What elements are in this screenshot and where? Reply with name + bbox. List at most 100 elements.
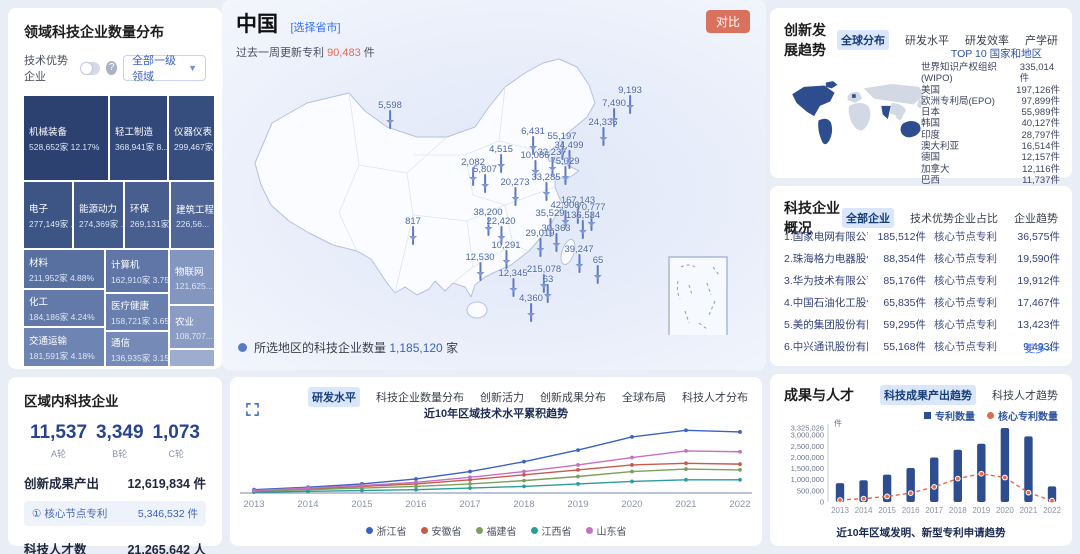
map-marker[interactable]: 4,360 (519, 293, 543, 322)
map-marker[interactable]: 12,530 (465, 252, 495, 281)
tab-global-0[interactable]: 全球分布 (837, 30, 889, 50)
top10-row: 欧洲专利局(EPO) 97,899件 (921, 96, 1060, 107)
map-marker[interactable]: 6,431 (521, 126, 545, 155)
tile-info: 277,149家 ... (29, 218, 72, 229)
tab-companies-2[interactable]: 企业趋势 (1014, 213, 1058, 225)
map-marker[interactable]: 39,247 (564, 244, 594, 273)
china-map[interactable]: 5,598 9,193 7,490 24,336 6,431 55,197 34,499 33… (237, 45, 762, 335)
tab-companies-1[interactable]: 技术优势企业占比 (910, 213, 998, 225)
svg-text:500,000: 500,000 (797, 486, 824, 495)
location-pin-icon (479, 262, 481, 281)
legend-item-山东省[interactable]: 山东省 (585, 523, 627, 538)
map-marker[interactable]: 75,029 (550, 156, 580, 185)
marker-value: 55,197 (547, 131, 577, 142)
marker-value: 33,237 (537, 147, 567, 158)
tab-global-2[interactable]: 研发效率 (965, 35, 1009, 47)
legend-item-核心专利数量[interactable]: 核心专利数量 (987, 408, 1058, 423)
tab-companies-0[interactable]: 全部企业 (842, 208, 894, 228)
legend-item-福建省[interactable]: 福建省 (475, 523, 517, 538)
treemap-tile-9[interactable]: 物联网 121,625... (170, 250, 214, 304)
map-marker[interactable]: 167,143 (561, 195, 595, 224)
map-marker[interactable]: 24,336 (588, 117, 618, 146)
legend-item-浙江省[interactable]: 浙江省 (365, 523, 407, 538)
treemap-tile-10[interactable]: 化工 184,186家 4.24% (24, 290, 104, 326)
fullscreen-icon[interactable] (246, 403, 259, 416)
tab-trend-1[interactable]: 科技企业数量分布 (376, 392, 464, 404)
map-marker[interactable]: 20,273 (500, 177, 530, 206)
map-marker[interactable]: 33,237 (537, 147, 567, 176)
map-marker[interactable]: 10,086 (520, 150, 550, 179)
tab-trend-0[interactable]: 研发水平 (308, 387, 360, 407)
map-marker[interactable]: 4,515 (489, 144, 513, 173)
treemap-tile-13[interactable]: 交通运输 181,591家 4.18% (24, 328, 104, 366)
more-link[interactable]: 更多>> (1024, 343, 1058, 355)
treemap-tile-4[interactable]: 能源动力 274,369家 ... (74, 182, 123, 248)
map-marker[interactable]: 22,420 (486, 216, 516, 245)
map-marker[interactable]: 65 (593, 255, 603, 284)
map-marker[interactable]: 55,197 (547, 131, 577, 160)
tab-global-1[interactable]: 研发水平 (905, 35, 949, 47)
country-name: 巴西 (921, 174, 941, 186)
map-marker[interactable]: 136,534 (566, 210, 600, 239)
map-marker[interactable]: 10,291 (491, 240, 521, 269)
treemap-tile-8[interactable]: 计算机 162,910家 3.75% (106, 250, 168, 292)
core-patent-value: 5,346,532 件 (137, 508, 198, 520)
map-marker[interactable]: 9,193 (618, 85, 642, 114)
treemap-tile-1[interactable]: 轻工制造 368,941家 8... (110, 96, 167, 180)
map-marker[interactable]: 817 (405, 216, 421, 245)
map-marker[interactable]: 29,019 (525, 228, 555, 257)
map-marker[interactable]: 215,078 (527, 264, 561, 293)
select-province-link[interactable]: [选择省市] (290, 22, 341, 34)
map-marker[interactable]: 30,363 (541, 223, 571, 252)
legend-item-专利数量[interactable]: 专利数量 (924, 408, 975, 423)
map-marker[interactable]: 34,499 (554, 140, 584, 169)
map-marker[interactable]: 7,490 (602, 98, 626, 127)
legend-item-江西省[interactable]: 江西省 (530, 523, 572, 538)
treemap-tile-12[interactable]: 农业 108,707... (170, 306, 214, 348)
company-row[interactable]: 3.华为技术有限公司 85,176件 核心节点专利 19,912件 (784, 270, 1060, 292)
map-marker[interactable]: 42,906 (550, 200, 580, 229)
map-marker[interactable]: 63 (543, 274, 553, 303)
treemap-tile-6[interactable]: 建筑工程 226,56... (171, 182, 214, 248)
funding-round-B轮: 3,349 B轮 (96, 422, 144, 460)
treemap-tile-empty[interactable] (170, 350, 214, 366)
treemap-tile-5[interactable]: 环保 269,131家 ... (125, 182, 169, 248)
advantage-toggle[interactable] (80, 61, 101, 75)
tab-global-3[interactable]: 产学研 (1025, 35, 1058, 47)
legend-item-安徽省[interactable]: 安徽省 (420, 523, 462, 538)
map-marker[interactable]: 2,082 (461, 157, 485, 186)
map-marker[interactable]: 33,285 (531, 172, 561, 201)
treemap-tile-7[interactable]: 材料 211,952家 4.88% (24, 250, 104, 288)
compare-button[interactable]: 对比 (705, 10, 750, 33)
map-marker[interactable]: 5,807 (473, 164, 497, 193)
achievements-panel: 成果与人才 科技成果产出趋势 科技人才趋势 专利数量 核心专利数量 3,325,02… (770, 374, 1072, 546)
map-marker[interactable]: 5,598 (378, 100, 402, 129)
company-row[interactable]: 1.国家电网有限公司 185,512件 核心节点专利 36,575件 (784, 226, 1060, 248)
treemap-tile-14[interactable]: 通信 136,935家 3.15% (106, 332, 168, 366)
map-marker[interactable]: 12,345 (498, 268, 528, 297)
map-marker[interactable]: 35,529 (535, 208, 565, 237)
tab-trend-3[interactable]: 创新成果分布 (540, 392, 606, 404)
treemap-tile-0[interactable]: 机械装备 528,652家 12.17% (24, 96, 108, 180)
map-marker[interactable]: 38,200 (473, 207, 503, 236)
map-marker[interactable]: 70,777 (576, 202, 606, 231)
company-patents: 85,176件 (883, 275, 926, 287)
tab-trend-4[interactable]: 全球布局 (622, 392, 666, 404)
help-icon[interactable]: ? (106, 61, 118, 75)
tile-name: 交通运输 (29, 335, 68, 347)
location-pin-icon (564, 210, 566, 229)
tab-achievements-1[interactable]: 科技人才趋势 (992, 390, 1058, 402)
line-chart[interactable]: 2013 2014 2015 2016 2017 2018 2019 2020 2021 2022 (240, 421, 752, 521)
tab-trend-2[interactable]: 创新活力 (480, 392, 524, 404)
treemap-tile-3[interactable]: 电子 277,149家 ... (24, 182, 72, 248)
treemap-tile-11[interactable]: 医疗健康 158,721家 3.65% (106, 294, 168, 330)
domain-dropdown[interactable]: 全部一级领域 ▼ (123, 55, 206, 83)
tab-achievements-0[interactable]: 科技成果产出趋势 (880, 385, 976, 405)
treemap-tile-2[interactable]: 仪器仪表 299,467家... (169, 96, 214, 180)
tab-trend-5[interactable]: 科技人才分布 (682, 392, 748, 404)
